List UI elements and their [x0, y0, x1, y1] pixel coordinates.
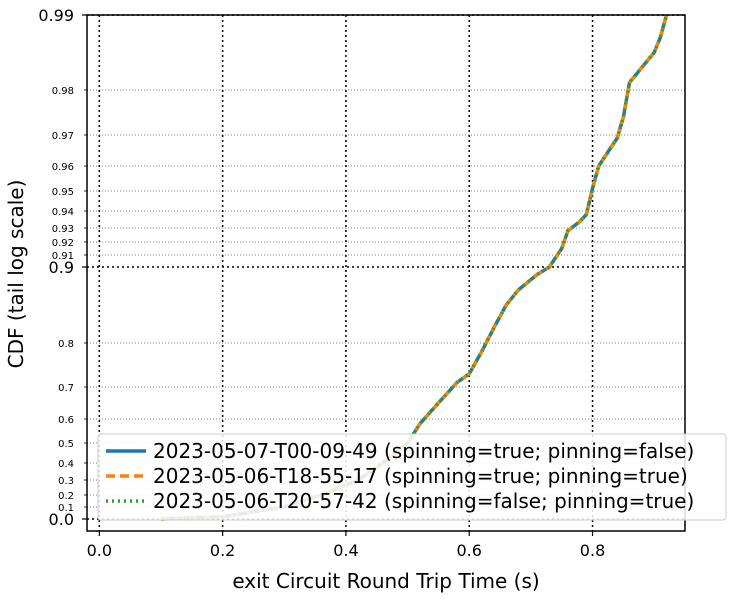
y-minor-tick-label: 0.1 [58, 503, 74, 514]
y-minor-tick-label: 0.2 [58, 491, 74, 502]
y-minor-tick-label: 0.97 [52, 131, 74, 142]
y-minor-tick-label: 0.95 [52, 187, 74, 198]
x-tick-label: 0.2 [210, 541, 235, 560]
x-tick-label: 0.8 [580, 541, 605, 560]
y-tick-label: 0.9 [49, 258, 74, 277]
x-tick-label: 0.6 [457, 541, 482, 560]
y-minor-tick-label: 0.91 [52, 251, 74, 262]
y-minor-tick-label: 0.92 [52, 238, 74, 249]
y-axis-label: CDF (tail log scale) [4, 180, 28, 369]
y-tick-label: 0.99 [38, 6, 74, 25]
y-minor-tick-label: 0.4 [58, 459, 74, 470]
y-minor-tick-label: 0.94 [52, 207, 74, 218]
y-minor-tick-label: 0.96 [52, 162, 74, 173]
y-minor-tick-label: 0.98 [52, 86, 74, 97]
legend-label: 2023-05-07-T00-09-49 (spinning=true; pin… [153, 439, 694, 463]
y-minor-tick-label: 0.93 [52, 224, 74, 235]
plot-area: 0.0 0.2 0.4 0.6 0.80.00.90.990.10.20.30.40.5… [38, 6, 727, 560]
y-minor-tick-label: 0.3 [58, 476, 74, 487]
legend-label: 2023-05-06-T18-55-17 (spinning=true; pin… [153, 464, 688, 488]
axes-frame [86, 14, 686, 532]
y-minor-tick-label: 0.6 [58, 415, 74, 426]
x-tick-label: 0.0 [87, 541, 112, 560]
legend-box [97, 433, 727, 521]
x-tick-label: 0.4 [333, 541, 358, 560]
y-minor-tick-label: 0.8 [58, 339, 74, 350]
y-tick-label: 0.0 [49, 510, 74, 529]
legend: 2023-05-07-T00-09-49 (spinning=true; pin… [97, 433, 727, 521]
y-minor-tick-label: 0.5 [58, 439, 74, 450]
legend-label: 2023-05-06-T20-57-42 (spinning=false; pi… [153, 489, 694, 513]
y-minor-tick-label: 0.7 [58, 383, 74, 394]
x-axis-label: exit Circuit Round Trip Time (s) [232, 569, 539, 593]
